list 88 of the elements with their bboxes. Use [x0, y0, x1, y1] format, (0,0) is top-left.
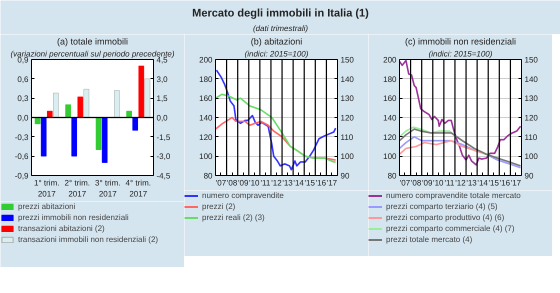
- y-tick-label: 180: [383, 74, 398, 84]
- y-tick-label: 140: [383, 114, 398, 122]
- x-tick-label: '12: [271, 178, 282, 188]
- legend-label: numero compravendite: [202, 190, 284, 200]
- chart-subtitle: (indici: 2015=100): [428, 50, 493, 58]
- x-tick-label: 1° trim. 2017: [34, 178, 60, 198]
- y-tick-label: 180: [199, 74, 214, 84]
- y2-tick-label: 110: [524, 132, 538, 142]
- y2-tick-label: -4,5: [156, 172, 171, 180]
- y2-tick-label: 140: [340, 74, 354, 84]
- chart-subtitle: (variazioni percentuali sul periodo precedente): [10, 50, 175, 58]
- x-tick-label: '15: [304, 178, 316, 188]
- y2-tick-label: 100: [340, 152, 354, 162]
- legend-label: prezzi comparto produttivo (4) (6): [386, 212, 504, 222]
- y-tick-label: 120: [199, 132, 214, 142]
- y-tick-label: 160: [199, 94, 214, 104]
- y2-tick-label: 100: [524, 152, 538, 162]
- y-tick-label: -0,6: [14, 152, 30, 162]
- y-tick-label: 0,3: [17, 94, 30, 104]
- legend-label: prezzi abitazioni: [18, 201, 76, 211]
- y2-tick-label: 120: [340, 114, 354, 122]
- y2-tick-label: 4,5: [156, 56, 168, 64]
- x-tick-label: 4° trim. 2017: [126, 178, 151, 198]
- x-tick-label: '07: [400, 178, 411, 188]
- y2-tick-label: 90: [340, 172, 350, 180]
- legend-label: prezzi comparto terziario (4) (5): [386, 201, 498, 211]
- x-tick-label: '14: [477, 178, 488, 188]
- legend-label: prezzi (2): [202, 201, 236, 211]
- legend-label: prezzi immobili non residenziali: [18, 212, 129, 222]
- x-tick-label: '08: [226, 178, 238, 188]
- x-tick-label: '16: [500, 178, 511, 188]
- y-tick-label: 0,9: [17, 56, 30, 64]
- chart-subtitle: (indici: 2015=100): [244, 50, 309, 58]
- y-tick-label: 80: [204, 172, 214, 180]
- y2-tick-label: 1,5: [156, 94, 168, 104]
- x-tick-label: '11: [444, 178, 455, 188]
- y2-tick-label: 130: [340, 94, 354, 104]
- x-tick-label: '17: [326, 178, 338, 188]
- x-tick-label: '15: [488, 178, 500, 188]
- legend-label: prezzi totale mercato (4): [386, 234, 472, 244]
- y2-tick-label: 90: [524, 172, 534, 180]
- x-tick-label: '14: [293, 178, 304, 188]
- chart-title: (b) abitazioni: [250, 36, 302, 46]
- y-tick-label: -0,9: [14, 172, 30, 180]
- text: (dati trimestrali): [252, 24, 308, 33]
- x-tick-label: '16: [316, 178, 327, 188]
- y-tick-label: 0,6: [17, 74, 30, 84]
- x-tick-label: '07: [216, 178, 227, 188]
- y-tick-label: 160: [383, 94, 398, 104]
- x-tick-label: 2° trim. 2017: [64, 178, 90, 198]
- y-tick-label: 140: [199, 114, 214, 122]
- x-tick-label: '13: [466, 178, 478, 188]
- y-tick-label: 200: [199, 56, 214, 64]
- text: Mercato degli immobili in Italia (1): [192, 7, 370, 20]
- y-tick-label: 120: [383, 132, 398, 142]
- x-tick-label: '11: [260, 178, 271, 188]
- y2-tick-label: 3,0: [156, 74, 168, 84]
- y2-tick-label: -3,0: [156, 152, 171, 162]
- legend-label: transazioni abitazioni (2): [18, 223, 105, 233]
- x-tick-label: '10: [249, 178, 260, 188]
- x-tick-label: '13: [282, 178, 294, 188]
- x-tick-label: '10: [433, 178, 444, 188]
- legend-label: prezzi comparto commerciale (4) (7): [386, 223, 514, 233]
- y2-tick-label: 110: [340, 132, 354, 142]
- y2-tick-label: 140: [524, 74, 538, 84]
- chart-title: (a) totale immobili: [56, 36, 128, 46]
- y2-tick-label: 150: [524, 56, 538, 64]
- y-tick-label: 200: [383, 56, 398, 64]
- legend-label: numero compravendite totale mercato: [386, 190, 521, 200]
- y2-tick-label: -1,5: [156, 132, 171, 142]
- x-tick-label: '17: [510, 178, 522, 188]
- x-tick-label: '09: [238, 178, 249, 188]
- y-tick-label: 80: [388, 172, 398, 180]
- y2-tick-label: 130: [524, 94, 538, 104]
- y-tick-label: 100: [199, 152, 214, 162]
- legend-label: prezzi reali (2) (3): [202, 212, 265, 222]
- legend-label: transazioni immobili non residenziali (2): [18, 234, 158, 244]
- x-tick-label: '08: [410, 178, 422, 188]
- y2-tick-label: 150: [340, 56, 354, 64]
- x-tick-label: '12: [455, 178, 466, 188]
- chart-title: (c) immobili non residenziali: [404, 36, 516, 46]
- y2-tick-label: 0,0: [156, 114, 168, 122]
- x-tick-label: '09: [422, 178, 433, 188]
- y2-tick-label: 120: [524, 114, 538, 122]
- y-tick-label: -0,3: [14, 132, 30, 142]
- y-tick-label: 100: [383, 152, 398, 162]
- y-tick-label: 0,0: [17, 114, 30, 122]
- x-tick-label: 3° trim. 2017: [95, 178, 120, 198]
